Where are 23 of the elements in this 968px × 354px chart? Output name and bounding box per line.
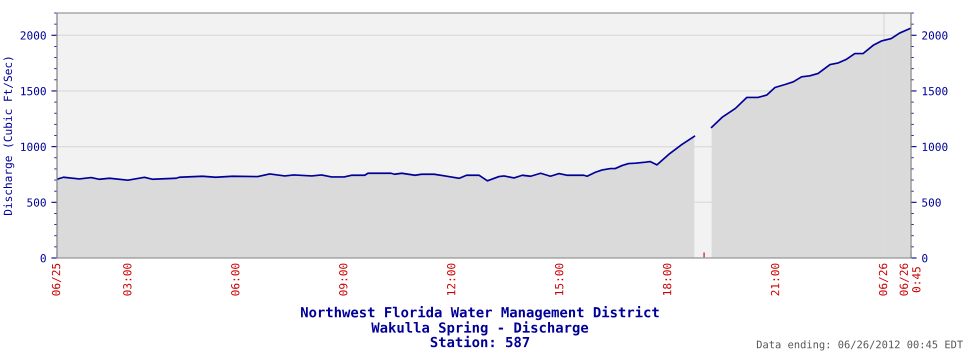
x-tick-label: 06/26 xyxy=(878,264,888,296)
y-axis-title: Discharge (Cubic Ft/Sec) xyxy=(3,58,14,216)
y2-tick-label: 1500 xyxy=(922,86,948,96)
y-tick-label: 2000 xyxy=(20,31,46,40)
x-tick-label: 06/25 xyxy=(52,264,62,296)
x-tick-label: 03:00 xyxy=(123,264,132,296)
y-tick-label: 0 xyxy=(40,254,46,262)
y2-tick-label: 2000 xyxy=(922,31,948,40)
y-tick-label: 1000 xyxy=(21,142,46,152)
text: Northwest Florida Water Management District Wakulla Spring - Discharge Station: 587 xyxy=(301,306,659,348)
x-tick-label: 09:00 xyxy=(339,264,348,296)
x-tick-label: 21:00 xyxy=(770,264,780,296)
x-tick-label: 06/26 0:45 xyxy=(900,264,921,296)
x-tick-label: 06:00 xyxy=(231,264,240,296)
y-tick-label: 1500 xyxy=(21,86,46,96)
y2-tick-label: 0 xyxy=(922,254,928,262)
y2-tick-label: 1000 xyxy=(922,142,948,152)
x-tick-label: 18:00 xyxy=(662,264,672,295)
y-tick-label: 500 xyxy=(27,198,46,207)
text: Data ending: 06/26/2012 00:45 EDT xyxy=(756,340,963,350)
x-tick-label: 12:00 xyxy=(447,264,456,295)
x-tick-label: 15:00 xyxy=(554,264,564,295)
y2-tick-label: 500 xyxy=(922,198,941,207)
